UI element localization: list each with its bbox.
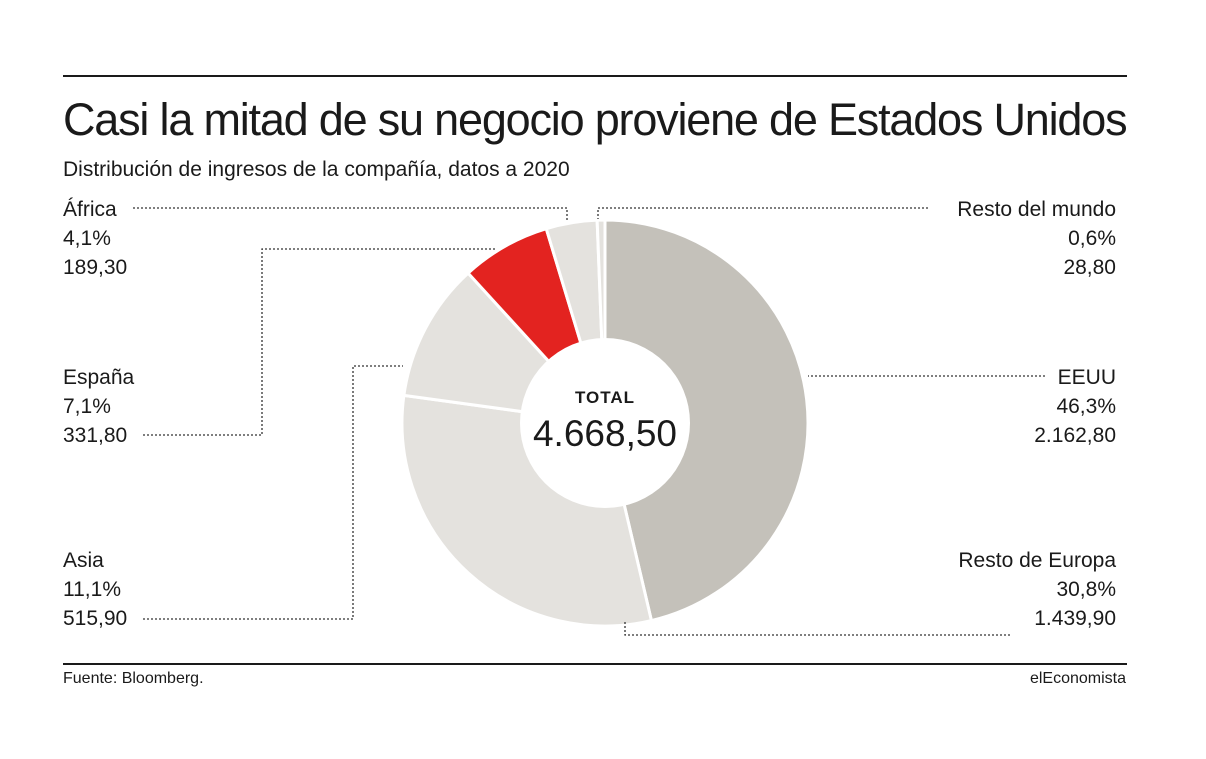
slice-name: España: [63, 366, 135, 389]
leader-africa: [133, 207, 568, 222]
slice-value: 515,90: [63, 607, 128, 630]
slice-value: 1.439,90: [1034, 607, 1116, 630]
slice-percent: 11,1%: [63, 578, 121, 601]
publisher-logo: elEconomista: [1029, 670, 1126, 687]
slice-value: 2.162,80: [1034, 424, 1116, 447]
leader-asia: [143, 365, 403, 620]
chart-subtitle: Distribución de ingresos de la compañía,…: [63, 158, 570, 181]
slice-name: Resto de Europa: [958, 549, 1116, 572]
chart-title: Casi la mitad de su negocio proviene de …: [63, 94, 1128, 145]
slice-name: EEUU: [1057, 366, 1116, 389]
total-value: 4.668,50: [533, 413, 677, 454]
label-resto-del-mundo: Resto del mundo 0,6% 28,80: [957, 195, 1116, 282]
slice-percent: 0,6%: [1068, 227, 1116, 250]
label-eeuu: EEUU 46,3% 2.162,80: [1034, 363, 1116, 450]
slice-eeuu: [603, 218, 810, 623]
slice-value: 28,80: [1063, 256, 1116, 279]
leader-espana: [143, 248, 495, 436]
slice-name: África: [63, 198, 117, 221]
slice-name: Asia: [63, 549, 104, 572]
leader-resto-europa: [624, 622, 1010, 636]
slice-name: Resto del mundo: [957, 198, 1116, 221]
slice-percent: 30,8%: [1056, 578, 1116, 601]
slice-percent: 46,3%: [1056, 395, 1116, 418]
label-resto-de-europa: Resto de Europa 30,8% 1.439,90: [958, 546, 1116, 633]
leader-lines: [133, 207, 1045, 636]
slice-value: 189,30: [63, 256, 128, 279]
source-note: Fuente: Bloomberg.: [63, 670, 204, 687]
top-rule: [63, 75, 1127, 77]
leader-resto-mundo: [597, 207, 928, 219]
slice-percent: 4,1%: [63, 227, 111, 250]
donut-hole: [520, 338, 690, 508]
label-espana: España 7,1% 331,80: [63, 363, 134, 450]
total-caption: TOTAL: [575, 388, 635, 407]
bottom-rule: [63, 663, 1127, 665]
label-africa: África 4,1% 189,30: [63, 195, 127, 282]
label-asia: Asia 11,1% 515,90: [63, 546, 127, 633]
slice-percent: 7,1%: [63, 395, 111, 418]
slice-value: 331,80: [63, 424, 128, 447]
